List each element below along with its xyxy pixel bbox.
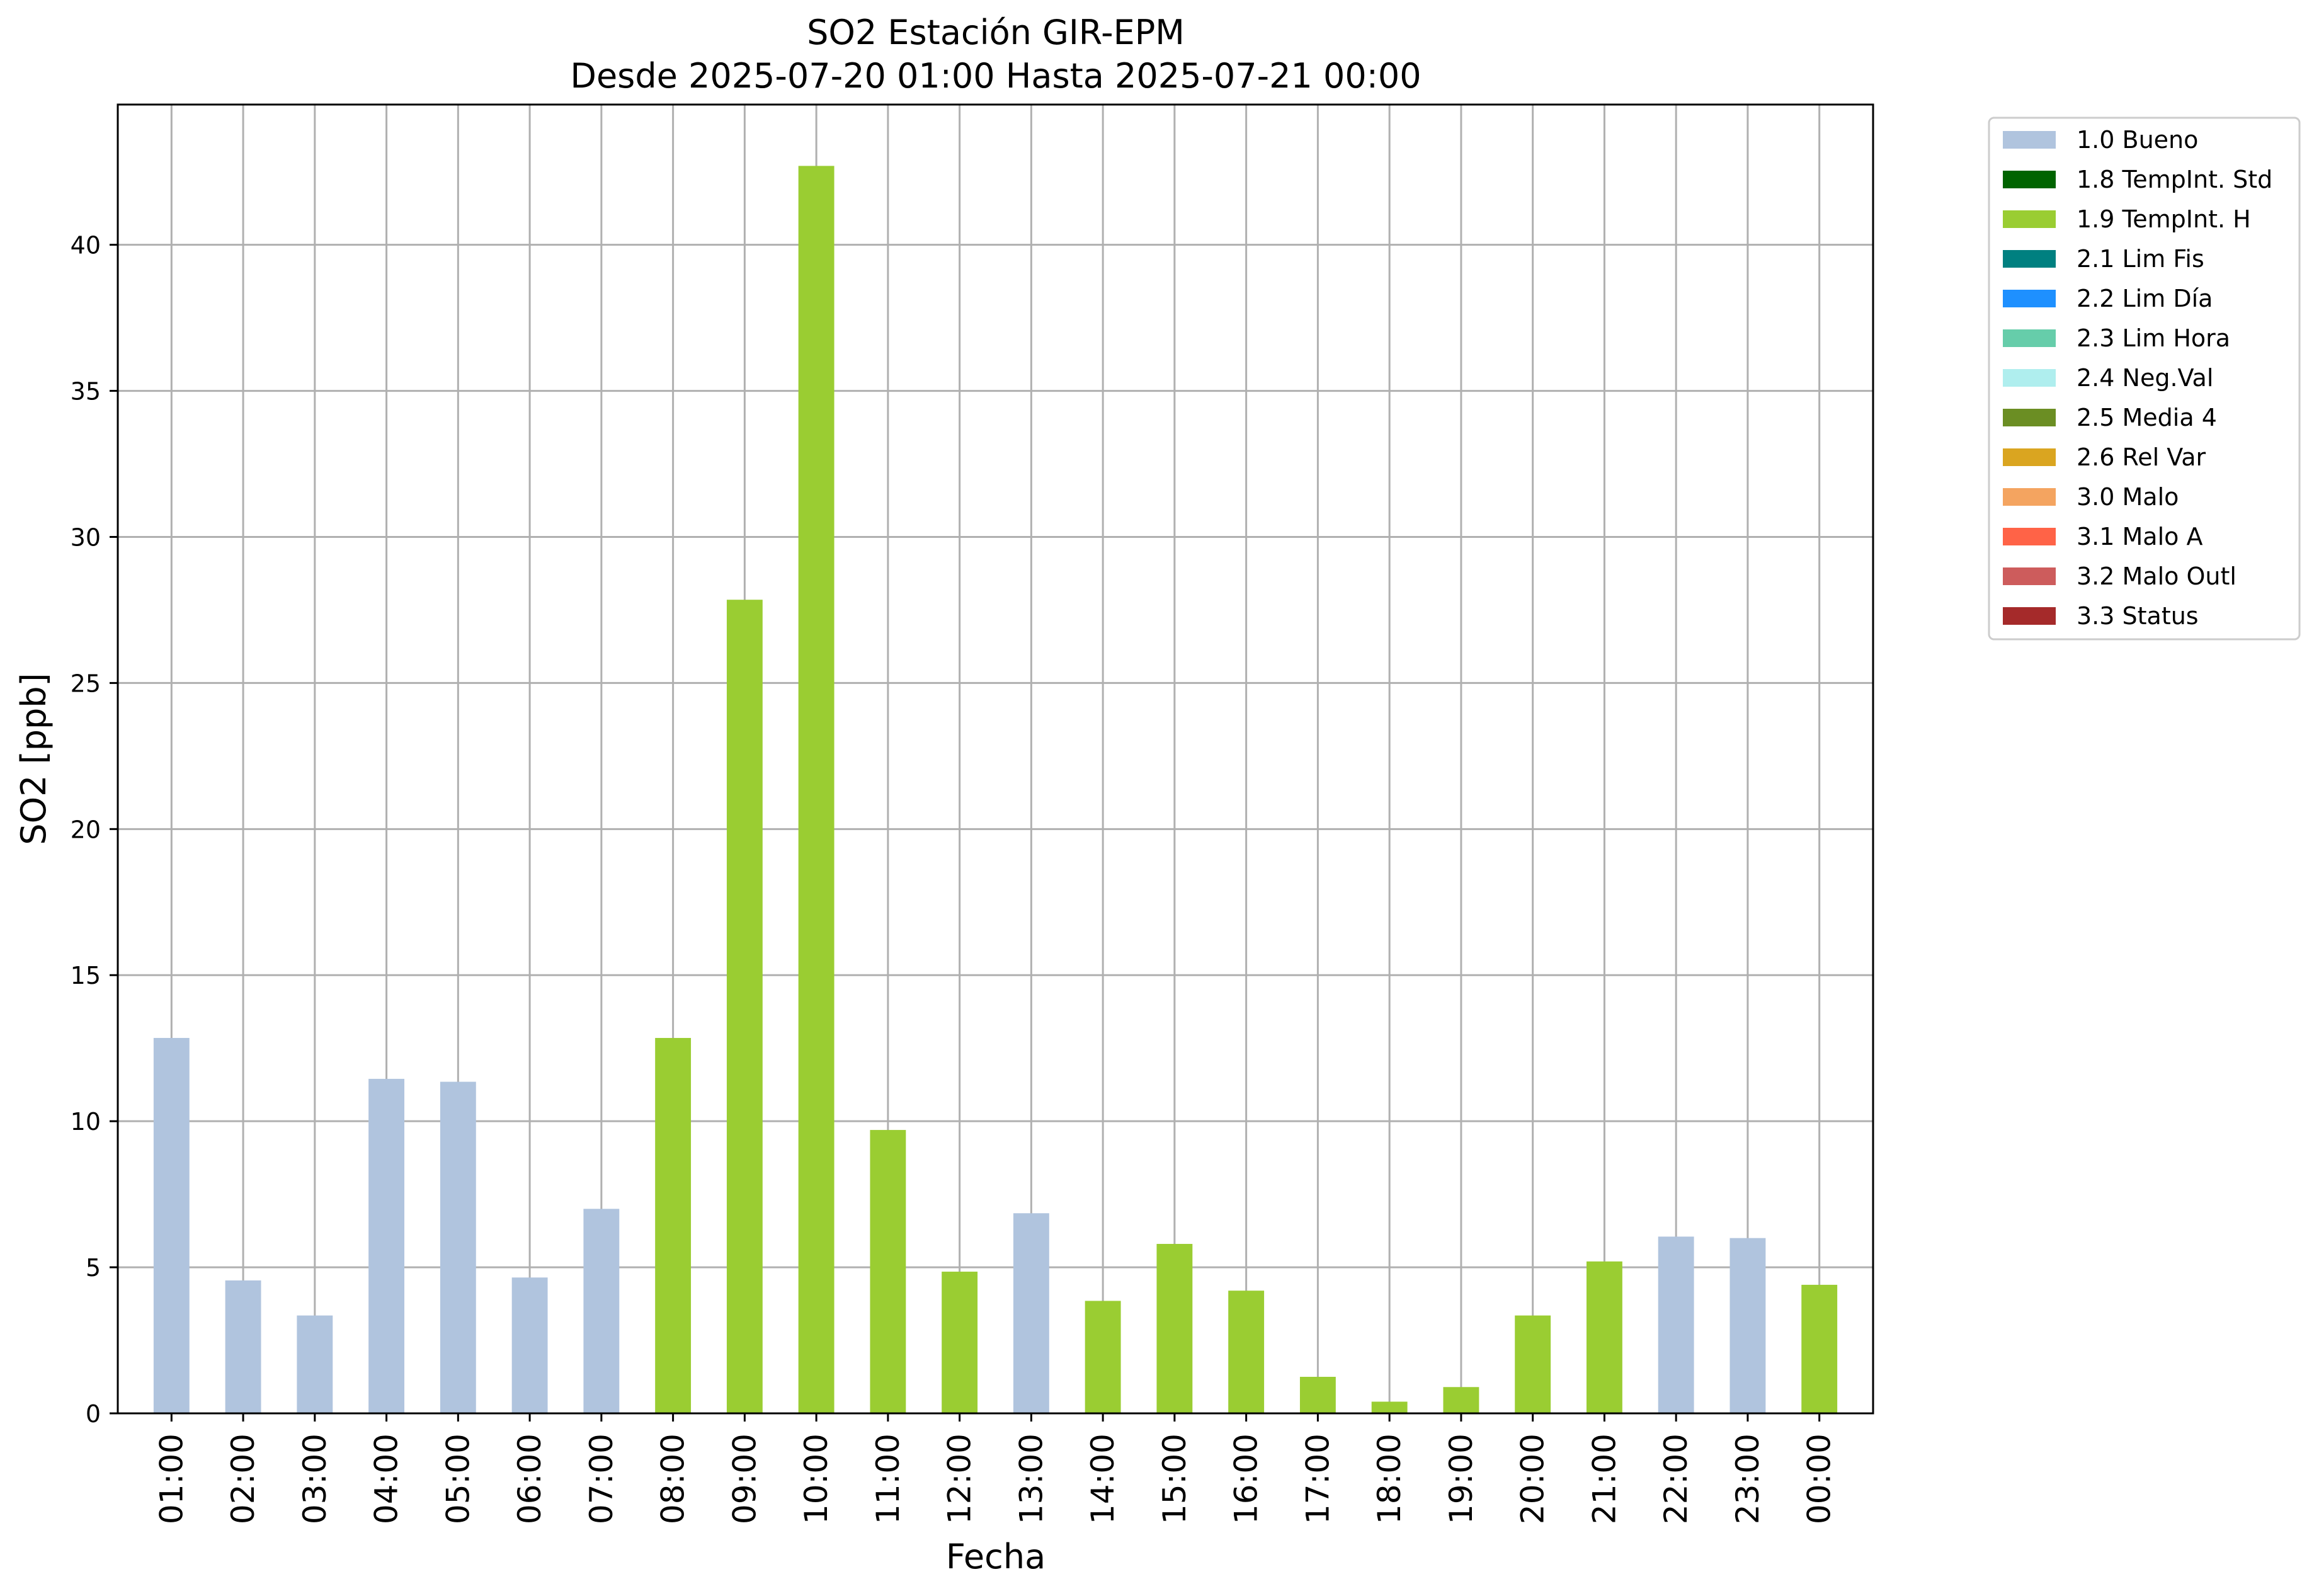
chart-title: SO2 Estación GIR-EPM xyxy=(807,13,1185,52)
bar xyxy=(1299,1377,1336,1413)
legend-swatch xyxy=(2003,409,2056,426)
legend-label: 3.1 Malo A xyxy=(2077,523,2202,550)
x-tick-label: 11:00 xyxy=(870,1434,906,1524)
legend-swatch xyxy=(2003,250,2056,268)
legend-label: 3.2 Malo Outl xyxy=(2077,562,2236,590)
bar xyxy=(942,1272,978,1413)
y-tick-label: 20 xyxy=(71,816,101,843)
bar xyxy=(511,1277,548,1413)
y-tick-label: 0 xyxy=(86,1400,101,1428)
legend-label: 2.4 Neg.Val xyxy=(2077,364,2213,392)
x-tick-label: 05:00 xyxy=(440,1434,476,1524)
x-tick-label: 02:00 xyxy=(225,1434,261,1524)
legend-label: 2.5 Media 4 xyxy=(2077,404,2217,431)
bar xyxy=(1085,1301,1121,1413)
legend-label: 2.3 Lim Hora xyxy=(2077,324,2230,352)
x-tick-label: 23:00 xyxy=(1729,1434,1766,1524)
bar xyxy=(870,1130,906,1413)
legend-swatch xyxy=(2003,290,2056,307)
legend-swatch xyxy=(2003,369,2056,387)
y-tick-label: 25 xyxy=(71,670,101,697)
y-tick-label: 10 xyxy=(71,1108,101,1136)
x-tick-label: 09:00 xyxy=(726,1434,763,1524)
bar xyxy=(1156,1243,1193,1413)
legend-swatch xyxy=(2003,607,2056,625)
legend-swatch xyxy=(2003,131,2056,149)
x-tick-label: 22:00 xyxy=(1658,1434,1694,1524)
legend-label: 1.8 TempInt. Std xyxy=(2077,166,2272,193)
bar xyxy=(440,1081,476,1413)
bar xyxy=(1729,1238,1766,1413)
bar xyxy=(583,1209,620,1413)
y-tick-label: 40 xyxy=(71,232,101,259)
x-tick-label: 01:00 xyxy=(153,1434,190,1524)
legend-label: 3.0 Malo xyxy=(2077,483,2179,511)
plot-frame xyxy=(117,103,1874,1415)
bars xyxy=(153,166,1838,1414)
x-tick-label: 08:00 xyxy=(655,1434,692,1524)
legend-swatch xyxy=(2003,171,2056,188)
x-tick-label: 19:00 xyxy=(1443,1434,1479,1524)
x-tick-label: 16:00 xyxy=(1228,1434,1265,1524)
bar xyxy=(368,1078,405,1413)
legend-swatch xyxy=(2003,528,2056,545)
bar xyxy=(798,166,835,1413)
bar xyxy=(1013,1213,1049,1413)
bar xyxy=(655,1037,692,1413)
x-tick-label: 06:00 xyxy=(511,1434,548,1524)
bar xyxy=(1658,1236,1694,1413)
bar xyxy=(297,1315,333,1413)
x-tick-label: 00:00 xyxy=(1801,1434,1838,1524)
x-tick-label: 03:00 xyxy=(297,1434,333,1524)
legend-label: 1.0 Bueno xyxy=(2077,126,2198,154)
legend-label: 1.9 TempInt. H xyxy=(2077,205,2251,233)
legend-label: 2.6 Rel Var xyxy=(2077,443,2206,471)
bar xyxy=(726,600,763,1414)
y-tick-label: 35 xyxy=(71,378,101,406)
x-tick-label: 12:00 xyxy=(942,1434,978,1524)
legend-swatch xyxy=(2003,567,2056,585)
x-tick-label: 17:00 xyxy=(1299,1434,1336,1524)
legend-label: 2.1 Lim Fis xyxy=(2077,245,2204,273)
y-tick-label: 30 xyxy=(71,523,101,551)
bar xyxy=(1515,1315,1551,1413)
legend-swatch xyxy=(2003,329,2056,347)
x-tick-label: 21:00 xyxy=(1586,1434,1622,1524)
legend: 1.0 Bueno 1.8 TempInt. Std 1.9 TempInt. H 2… xyxy=(1988,117,2301,641)
x-axis: 01:00 02:00 03:00 04:00 05:00 06:00 07:00 08:00… xyxy=(153,1413,1838,1524)
legend-swatch xyxy=(2003,448,2056,466)
y-tick-label: 5 xyxy=(86,1254,101,1282)
legend-label: 3.3 Status xyxy=(2077,602,2199,630)
y-tick-label: 15 xyxy=(71,962,101,989)
x-tick-label: 04:00 xyxy=(368,1434,405,1524)
y-axis-label: SO2 [ppb] xyxy=(14,673,54,845)
legend-label: 2.2 Lim Día xyxy=(2077,285,2213,312)
chart-subtitle: Desde 2025-07-20 01:00 Hasta 2025-07-21 … xyxy=(570,56,1421,96)
bar xyxy=(225,1280,261,1413)
x-tick-label: 10:00 xyxy=(798,1434,835,1524)
bar xyxy=(1443,1387,1479,1413)
x-tick-label: 18:00 xyxy=(1371,1434,1408,1524)
x-tick-label: 14:00 xyxy=(1085,1434,1121,1524)
legend-swatch xyxy=(2003,488,2056,506)
bar xyxy=(1586,1261,1622,1413)
bar xyxy=(153,1037,190,1413)
x-tick-label: 20:00 xyxy=(1515,1434,1551,1524)
bar xyxy=(1801,1284,1838,1413)
x-tick-label: 15:00 xyxy=(1156,1434,1193,1524)
bar xyxy=(1228,1291,1265,1413)
x-axis-label: Fecha xyxy=(946,1537,1046,1576)
bar xyxy=(1371,1401,1408,1413)
x-tick-label: 13:00 xyxy=(1013,1434,1049,1524)
legend-frame xyxy=(1988,117,2301,641)
x-tick-label: 07:00 xyxy=(583,1434,620,1524)
y-axis: 0 5 10 15 20 25 30 35 40 xyxy=(71,232,118,1428)
legend-swatch xyxy=(2003,210,2056,228)
